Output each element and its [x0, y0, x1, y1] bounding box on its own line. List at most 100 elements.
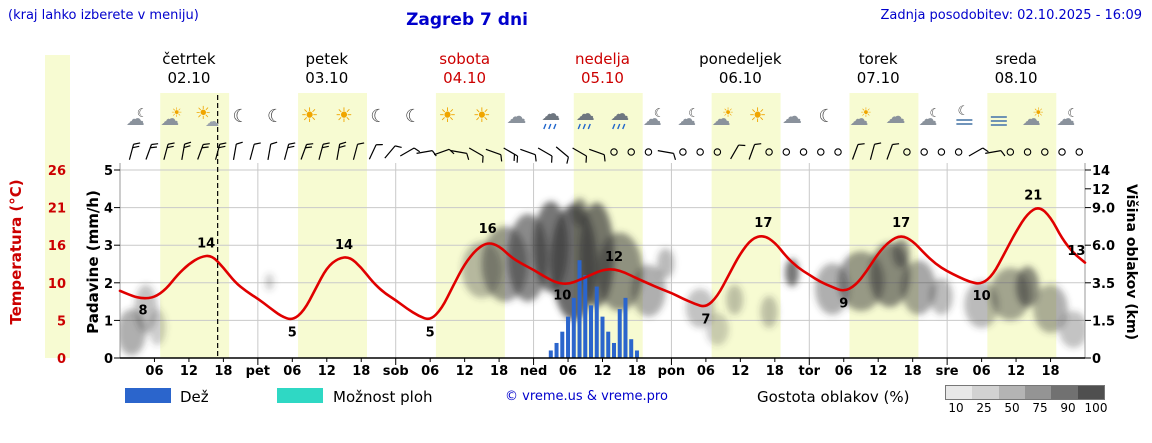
wind-calm-icon [1023, 148, 1032, 156]
wind-calm-icon [610, 148, 618, 156]
cloud-blob [964, 281, 999, 328]
weather-icon-cloud-sun: ☀☁ [1022, 106, 1044, 130]
svg-text:☾: ☾ [233, 106, 249, 127]
svg-text:☀: ☀ [860, 106, 872, 121]
temp-tick: 5 [57, 314, 66, 329]
cloud-blob [901, 260, 936, 315]
cloud-tick: 3.5 [1092, 277, 1115, 292]
temp-label: 5 [288, 325, 297, 340]
wind-calm-icon [644, 148, 653, 156]
weather-icon-cloud-moon: ☾☁ [677, 106, 699, 130]
x-tick-label: 06 [835, 364, 853, 379]
svg-text:☁: ☁ [160, 108, 179, 130]
last-updated: Zadnja posodobitev: 02.10.2025 - 16:09 [880, 8, 1142, 23]
temp-tick-labels: 0 5 10 16 21 26 [48, 164, 66, 367]
wind-barb-icon [368, 143, 383, 160]
wind-barb-icon [485, 148, 503, 162]
wind-barb-icon [197, 143, 210, 160]
cloud-blob [631, 264, 666, 317]
precip-tick: 1 [104, 314, 113, 329]
cloud-cover-layer [120, 198, 1085, 356]
rain-bar [577, 260, 582, 358]
wind-barb-icon [318, 142, 330, 160]
x-tick-label: 12 [593, 364, 611, 379]
density-level-label: 10 [948, 401, 964, 415]
wind-barb-icon [232, 141, 243, 160]
cloud-density-scale [945, 385, 1105, 400]
wind-calm-icon [903, 148, 911, 156]
x-tick-label: ned [520, 364, 547, 379]
wind-barb-icon [399, 147, 421, 157]
wind-calm-icon [765, 148, 773, 156]
wind-calm-icon [1075, 148, 1084, 156]
wind-calm-icon [834, 148, 842, 156]
temp-axis-strip [45, 55, 70, 358]
wind-calm-icon [937, 148, 946, 156]
weather-icon-sun: ☀ [473, 103, 491, 127]
weather-icon-moon: ☾ [267, 106, 283, 127]
copyright-link[interactable]: © vreme.us & vreme.pro [505, 389, 668, 404]
cloud-density-levels: 10 25 50 75 90 100 [942, 401, 1110, 415]
temp-label: 8 [138, 304, 147, 319]
wind-barb-icon [267, 141, 278, 160]
density-level-label: 50 [1004, 401, 1020, 415]
temp-label: 17 [754, 216, 772, 231]
precip-tick: 0 [104, 352, 113, 367]
svg-text:☀: ☀ [722, 106, 734, 121]
svg-text:☁: ☁ [126, 108, 145, 130]
rain-bar [594, 286, 599, 358]
x-tick-label: 12 [869, 364, 887, 379]
weather-icon-sun: ☀ [438, 103, 456, 127]
wind-calm-icon [679, 148, 687, 156]
weather-icon-cloud-sun: ☀☁ [160, 106, 182, 130]
svg-text:☾: ☾ [137, 106, 148, 120]
wind-barb-icon [985, 150, 1006, 157]
weather-icon-cloud-sun: ☀☁ [712, 106, 734, 130]
temp-label: 12 [605, 250, 623, 265]
location-hint: (kraj lahko izberete v meniju) [8, 8, 199, 23]
rain-bar [583, 275, 588, 358]
svg-text:☀: ☀ [438, 103, 456, 127]
wind-barb-icon [416, 150, 437, 157]
x-tick-label: 18 [214, 364, 232, 379]
rain-bar [611, 342, 616, 358]
svg-text:☁: ☁ [849, 108, 868, 130]
wind-barb-icon [555, 146, 570, 164]
cloud-blob [570, 198, 589, 227]
svg-text:☁: ☁ [885, 104, 905, 128]
temp-label: 10 [553, 289, 571, 304]
x-tick-label: 18 [1041, 364, 1059, 379]
cloud-tick: 9.0 [1092, 202, 1115, 217]
cloud-blob [1033, 284, 1068, 333]
weather-icon-sun: ☀ [301, 103, 319, 127]
x-tick-label: pet [246, 364, 270, 379]
weather-icon-fog [990, 116, 1007, 126]
cloud-tick: 6.0 [1092, 239, 1115, 254]
weather-icon-moon: ☾ [405, 106, 421, 127]
svg-text:☾: ☾ [1067, 106, 1078, 120]
x-tick-label: tor [799, 364, 821, 379]
svg-text:☀: ☀ [195, 103, 211, 124]
svg-text:☀: ☀ [301, 103, 319, 127]
x-tick-label: 12 [456, 364, 474, 379]
density-level-label: 25 [976, 401, 992, 415]
svg-text:☁: ☁ [712, 108, 731, 130]
temp-label: 13 [1067, 244, 1085, 259]
showers-legend-label: Možnost ploh [333, 388, 433, 406]
rain-bar [589, 305, 594, 358]
cloud-blob [685, 288, 715, 328]
svg-text:☾: ☾ [267, 106, 283, 127]
wind-barb-icon [748, 143, 762, 160]
rain-bar [629, 339, 634, 358]
wind-calm-icon [1058, 148, 1066, 156]
temp-tick: 10 [48, 277, 66, 292]
weather-icon-cloud: ☁ [885, 104, 905, 128]
weather-icon-moon: ☾ [233, 106, 249, 127]
svg-text:☾: ☾ [958, 104, 970, 119]
weather-icon-cloud-moon: ☾☁ [1056, 106, 1078, 130]
x-axis-labels: 06 12 18 pet 06 12 18 sob 06 12 18 ned 06 12 18 pon 06 12… [145, 364, 1059, 379]
density-swatch-50 [998, 386, 1025, 399]
cloud-density-label: Gostota oblakov (%) [757, 388, 910, 406]
wind-barb-icon [886, 143, 900, 160]
